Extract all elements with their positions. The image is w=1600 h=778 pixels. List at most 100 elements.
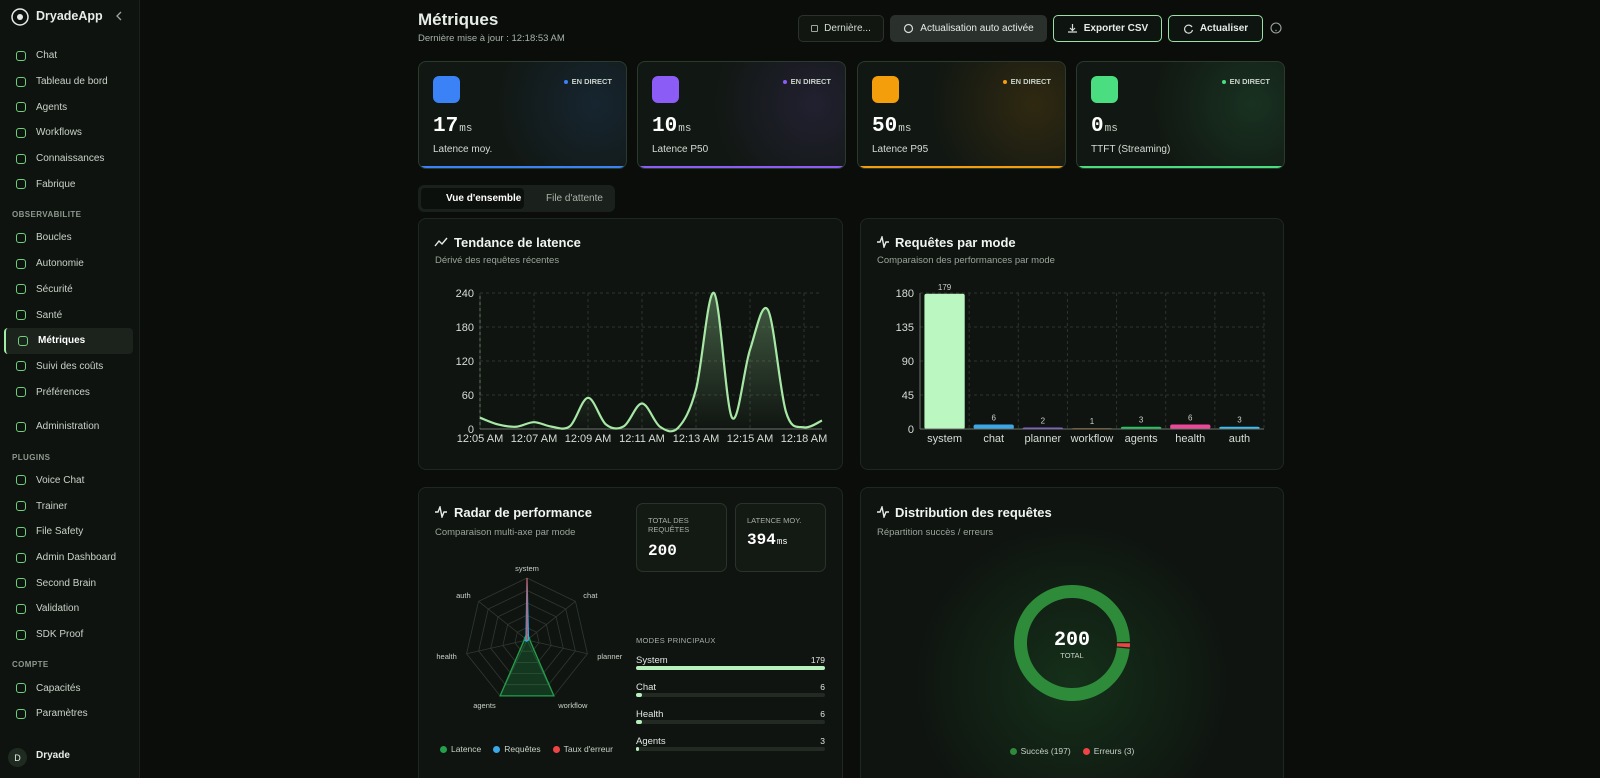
- nav-icon: [16, 76, 26, 87]
- auto-refresh-button[interactable]: Actualisation auto activée: [890, 15, 1047, 42]
- nav-item[interactable]: Second Brain: [4, 570, 133, 596]
- nav-icon: [16, 387, 26, 398]
- bar-value-label: 1: [1090, 417, 1095, 426]
- nav-label: Boucles: [36, 232, 72, 244]
- nav-group: OBSERVABILITE Boucles Autonomie Sécurité San…: [0, 205, 139, 405]
- kpi-value: 10ms: [652, 115, 691, 138]
- nav-item[interactable]: File Safety: [4, 519, 133, 545]
- collapse-button[interactable]: [114, 10, 124, 22]
- legend-swatch: [552, 745, 560, 753]
- nav-label: Paramètres: [36, 708, 88, 720]
- nav-item[interactable]: Workflows: [4, 120, 133, 146]
- bar: [1219, 426, 1260, 429]
- kpi-number: 50: [872, 115, 898, 138]
- card-title: Requêtes par mode: [895, 235, 1016, 250]
- x-tick-label: agents: [1125, 433, 1159, 445]
- stat-value: 200: [648, 542, 677, 560]
- tab[interactable]: Vue d'ensemble: [421, 188, 524, 209]
- badge-text: EN DIRECT: [790, 77, 831, 86]
- nav-item[interactable]: Capacités: [4, 675, 133, 701]
- nav-group: Chat Tableau de bord Agents Workflows Connai…: [0, 43, 139, 197]
- y-tick-label: 180: [896, 288, 914, 300]
- nav-icon: [18, 335, 28, 346]
- nav-item[interactable]: Fabrique: [4, 171, 133, 197]
- nav-item[interactable]: Préférences: [4, 379, 133, 405]
- nav-label: Sécurité: [36, 283, 73, 295]
- nav-label: Connaissances: [36, 153, 105, 165]
- nav-item[interactable]: Connaissances: [4, 146, 133, 172]
- mode-name: System: [636, 655, 668, 666]
- export-button[interactable]: Exporter CSV: [1053, 15, 1162, 42]
- nav-item[interactable]: Boucles: [4, 225, 133, 251]
- x-tick-label: 12:09 AM: [565, 433, 611, 445]
- x-tick-label: 12:05 AM: [457, 433, 503, 445]
- legend-swatch: [493, 745, 501, 753]
- bar-value-label: 3: [1237, 416, 1242, 425]
- x-tick-label: 12:07 AM: [511, 433, 557, 445]
- x-tick-label: chat: [983, 433, 1004, 445]
- range-select[interactable]: Dernière...: [798, 15, 884, 42]
- nav-item[interactable]: Sécurité: [4, 277, 133, 303]
- kpi-badge: EN DIRECT: [782, 77, 831, 86]
- stat-number: 394: [747, 531, 776, 549]
- kpi-label: Latence moy.: [433, 144, 493, 155]
- nav-item[interactable]: Métriques: [4, 327, 133, 354]
- radar-axis-label: auth: [456, 591, 471, 600]
- donut-segment: [1116, 643, 1130, 648]
- y-tick-label: 90: [902, 356, 914, 368]
- nav-label: Validation: [36, 603, 80, 615]
- nav-item[interactable]: Santé: [4, 302, 133, 328]
- nav-item[interactable]: Validation: [4, 596, 133, 622]
- kpi-label: Latence P50: [652, 144, 709, 155]
- bar: [1170, 424, 1211, 429]
- sidebar: DryadeApp Chat Tableau de bord Agents Workf…: [0, 0, 140, 778]
- nav-item[interactable]: Chat: [4, 43, 133, 69]
- kpi-label: Latence P95: [872, 144, 929, 155]
- legend-swatch: [440, 745, 447, 753]
- nav-item[interactable]: Paramètres: [4, 701, 133, 727]
- kpi-accent: [638, 166, 845, 168]
- legend-item: Taux d'erreur: [552, 744, 613, 754]
- nav-icon: [16, 578, 26, 589]
- nav-item[interactable]: Trainer: [4, 493, 133, 519]
- nav-item[interactable]: Voice Chat: [4, 468, 133, 494]
- button-label: Actualisation auto activée: [920, 23, 1034, 34]
- radar-legend: Latence Requêtes Taux d'erreur: [440, 744, 613, 754]
- nav-icon: [16, 603, 26, 614]
- nav-item[interactable]: Admin Dashboard: [4, 545, 133, 571]
- mode-value: 6: [820, 709, 825, 719]
- radar-axis-label: planner: [597, 652, 623, 661]
- tab[interactable]: File d'attente: [546, 193, 603, 204]
- refresh-button[interactable]: Actualiser: [1168, 15, 1263, 42]
- help-button[interactable]: [1270, 22, 1282, 34]
- radar-axis-label: agents: [473, 701, 496, 710]
- nav-icon: [16, 552, 26, 563]
- bar-value-label: 6: [1188, 413, 1193, 422]
- nav-item[interactable]: Administration: [4, 414, 133, 440]
- nav-item[interactable]: Autonomie: [4, 251, 133, 277]
- donut-total: 200: [1054, 629, 1090, 652]
- x-tick-label: 12:11 AM: [619, 433, 665, 445]
- radar-ring: [490, 602, 564, 674]
- nav-item[interactable]: Tableau de bord: [4, 69, 133, 95]
- mode-name: Agents: [636, 736, 666, 747]
- user-avatar[interactable]: D: [8, 748, 27, 767]
- nav-item[interactable]: Agents: [4, 94, 133, 120]
- nav-item[interactable]: SDK Proof: [4, 622, 133, 648]
- x-tick-label: 12:15 AM: [727, 433, 773, 445]
- nav-section-title: OBSERVABILITE: [12, 210, 82, 220]
- x-tick-label: system: [927, 433, 962, 445]
- kpi-icon: [1091, 76, 1118, 103]
- nav: Chat Tableau de bord Agents Workflows Connai…: [0, 43, 139, 727]
- radar-series: [499, 632, 555, 697]
- nav-item[interactable]: Suivi des coûts: [4, 354, 133, 380]
- kpi-value: 50ms: [872, 115, 911, 138]
- card-subtitle: Dérivé des requêtes récentes: [435, 255, 560, 266]
- bar-value-label: 3: [1139, 416, 1144, 425]
- card-icon: [877, 236, 889, 248]
- legend-label: Succès (197): [1020, 746, 1071, 756]
- mode-track: [636, 747, 825, 751]
- kpi-card: EN DIRECT 0ms TTFT (Streaming): [1076, 61, 1285, 169]
- nav-icon: [16, 179, 26, 190]
